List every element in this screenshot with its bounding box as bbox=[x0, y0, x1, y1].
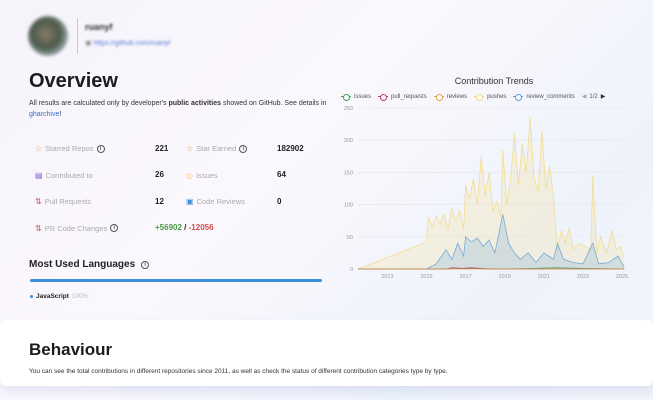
languages-heading: Most Used Languages i bbox=[29, 259, 150, 270]
x-tick-label: 2013 bbox=[381, 274, 393, 280]
legend-marker bbox=[474, 93, 485, 101]
github-icon: ▣ bbox=[85, 40, 92, 47]
stat-issues: ◎ Issues bbox=[186, 170, 218, 180]
x-tick-label: 2015 bbox=[420, 274, 432, 280]
area-review_comments bbox=[358, 214, 625, 269]
repo-icon: ▤ bbox=[35, 170, 43, 180]
stat-value: 12 bbox=[155, 196, 164, 206]
next-page-icon[interactable]: ▶ bbox=[600, 94, 606, 100]
y-tick-label: 0 bbox=[350, 267, 353, 273]
legend-item-issues[interactable]: issues bbox=[341, 93, 371, 101]
username: ruanyf bbox=[85, 22, 113, 32]
behaviour-title: Behaviour bbox=[29, 340, 113, 359]
y-tick-label: 200 bbox=[344, 138, 353, 144]
legend-item-pull_requests[interactable]: pull_requests bbox=[378, 93, 427, 101]
stat-pull-requests: ⇅ Pull Requests bbox=[35, 197, 91, 206]
overview-description: All results are calculated only by devel… bbox=[29, 100, 327, 118]
behaviour-description: You can see the total contributions in d… bbox=[29, 368, 448, 375]
stat-value: 221 bbox=[155, 143, 169, 153]
stat-pr-code-changes: ⇅ PR Code Changes i bbox=[35, 223, 119, 233]
x-tick-label: 2019 bbox=[499, 274, 511, 280]
y-tick-label: 150 bbox=[344, 170, 353, 176]
y-tick-label: 50 bbox=[347, 235, 353, 241]
chart-legend: issues pull_requests reviews pushes review_c… bbox=[341, 93, 606, 101]
legend-item-review_comments[interactable]: review_comments bbox=[513, 93, 575, 101]
legend-marker bbox=[433, 93, 444, 101]
language-item: JavaScript 100% bbox=[30, 293, 89, 300]
legend-item-pushes[interactable]: pushes bbox=[474, 93, 506, 101]
stat-value: 26 bbox=[155, 170, 164, 179]
chart-title: Contribution Trends bbox=[454, 76, 534, 86]
info-icon[interactable]: i bbox=[239, 144, 248, 153]
prev-page-icon[interactable]: ◀ bbox=[581, 94, 587, 100]
info-icon[interactable]: i bbox=[141, 260, 150, 269]
legend-item-reviews[interactable]: reviews bbox=[433, 93, 467, 101]
legend-marker bbox=[513, 93, 524, 101]
stat-starred-repos: ☆ Starred Repos i bbox=[35, 144, 105, 153]
legend-marker bbox=[341, 93, 351, 101]
overview-title: Overview bbox=[29, 70, 118, 92]
stat-value: +56902 / -12056 bbox=[155, 223, 214, 232]
line-review_comments bbox=[358, 214, 625, 270]
behaviour-card bbox=[0, 320, 653, 386]
stat-value: 0 bbox=[277, 196, 282, 206]
legend-marker bbox=[378, 93, 389, 101]
language-dot bbox=[30, 295, 33, 298]
stat-value: 182902 bbox=[277, 143, 304, 153]
gharchive-link[interactable]: gharchive bbox=[29, 111, 60, 118]
info-icon[interactable]: i bbox=[96, 144, 105, 153]
x-tick-label: 2025 bbox=[616, 274, 628, 280]
y-tick-label: 250 bbox=[344, 106, 353, 112]
language-bar bbox=[30, 279, 322, 282]
stat-value: 64 bbox=[277, 170, 286, 179]
y-tick-label: 100 bbox=[344, 203, 353, 209]
pull-request-icon: ⇅ bbox=[35, 223, 42, 233]
x-tick-label: 2021 bbox=[538, 274, 550, 280]
line-pushes bbox=[357, 117, 625, 270]
avatar[interactable] bbox=[28, 16, 68, 56]
pull-request-icon: ⇅ bbox=[35, 197, 42, 206]
divider bbox=[77, 18, 78, 54]
profile-link[interactable]: ▣ https://github.com/ruanyf bbox=[85, 40, 171, 47]
legend-pager: ◀ 1/2 ▶ bbox=[581, 93, 606, 101]
issue-icon: ◎ bbox=[186, 170, 193, 180]
code-review-icon: ▣ bbox=[186, 197, 194, 206]
star-icon: ☆ bbox=[186, 144, 194, 153]
stat-contributed-to: ▤ Contributed to bbox=[35, 170, 93, 180]
info-icon[interactable]: i bbox=[110, 224, 119, 232]
star-icon: ☆ bbox=[35, 144, 43, 153]
stat-code-reviews: ▣ Code Reviews bbox=[186, 197, 245, 206]
stat-star-earned: ☆ Star Earned i bbox=[186, 144, 248, 153]
x-tick-label: 2017 bbox=[459, 274, 471, 280]
x-tick-label: 2023 bbox=[577, 274, 589, 280]
